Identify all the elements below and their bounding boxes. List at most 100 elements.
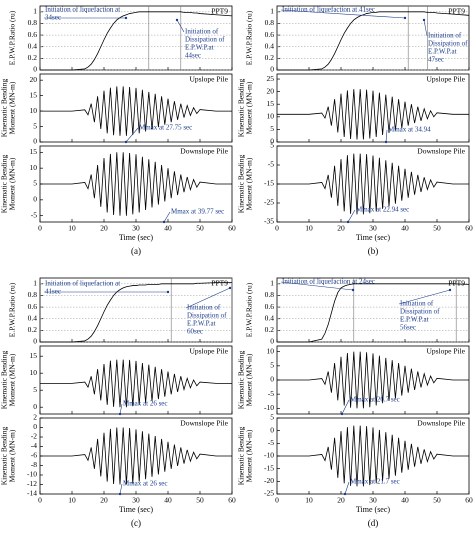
annotation-text: Dissipation of [187, 312, 227, 320]
y-tick-label: 2 [33, 413, 37, 422]
panel-caption: (d) [368, 518, 379, 528]
y-tick-label: 0.4 [265, 313, 275, 322]
data-line [40, 282, 232, 343]
series-name: Upslope Pile [189, 75, 228, 84]
y-tick-label: 15 [267, 99, 275, 108]
y-tick-label: 0.2 [265, 53, 275, 62]
x-tick-label: 30 [132, 496, 140, 505]
annotation-arrow [385, 129, 388, 143]
y-tick-label: 15 [30, 90, 38, 99]
x-tick-label: 30 [369, 496, 377, 505]
data-line [40, 11, 233, 71]
x-tick-label: 20 [100, 224, 108, 233]
x-tick-label: 40 [164, 496, 172, 505]
annotation-arrow [125, 127, 139, 143]
y-tick-label: 10 [267, 112, 275, 121]
y-tick-label: -6 [31, 451, 37, 460]
y-tick-label: 0.8 [28, 290, 38, 299]
data-line [277, 153, 469, 215]
y-tick-label: 5 [270, 124, 274, 133]
annotation-text: Initiation of liquefaction at [45, 6, 120, 14]
annotation-arrowhead [175, 18, 179, 22]
plot-frame [39, 73, 233, 143]
annotation-arrowhead [346, 220, 350, 224]
x-axis-label: Time (sec) [356, 233, 390, 242]
series-name: Downslope Pile [417, 419, 465, 428]
annotation-arrow [280, 281, 354, 291]
series-name: Downslope Pile [180, 419, 228, 428]
y-tick-label: 10 [30, 368, 38, 377]
annotation-text: 60sec [187, 328, 203, 336]
x-tick-label: 10 [305, 496, 313, 505]
y-tick-label: 0 [33, 402, 37, 411]
data-line [277, 11, 470, 71]
y-axis-label: Kinematic Bending [0, 350, 9, 409]
y-tick-label: 10 [30, 106, 38, 115]
x-tick-label: 0 [38, 496, 42, 505]
y-tick-label: 0.4 [265, 41, 275, 50]
x-axis-label: Time (sec) [119, 505, 153, 514]
annotation-arrow [344, 481, 350, 495]
annotation-text: Dissipation of [185, 36, 225, 44]
y-tick-label: 20 [30, 75, 38, 84]
x-axis-label: Time (sec) [119, 233, 153, 242]
annotation-arrow [423, 19, 428, 37]
x-tick-label: 40 [401, 496, 409, 505]
annotation-arrow [398, 289, 451, 305]
annotation-arrow [163, 211, 171, 223]
y-tick-label: 10 [30, 163, 38, 172]
y-tick-label: 0.8 [265, 290, 275, 299]
y-tick-label: 0 [33, 137, 37, 146]
series-name: Downslope Pile [417, 147, 465, 156]
annotation-text: Mmax at 21.7 sec [350, 478, 400, 486]
annotation-text: Mmax at 20.7 sec [350, 396, 400, 404]
y-axis-label: Kinematic Bending [237, 154, 246, 213]
y-tick-label: 0.8 [265, 18, 275, 27]
y-tick-label: 0.2 [28, 325, 38, 334]
y-tick-label: 5 [270, 361, 274, 370]
x-tick-label: 10 [68, 496, 76, 505]
y-tick-label: 5 [33, 121, 37, 130]
y-tick-label: -5 [268, 389, 274, 398]
annotation-arrowhead [118, 412, 122, 416]
panel-caption: (c) [131, 518, 141, 528]
x-tick-label: 30 [369, 224, 377, 233]
y-tick-label: 1 [270, 279, 274, 288]
data-line [40, 359, 232, 408]
x-tick-label: 20 [100, 496, 108, 505]
annotation-arrowhead [124, 140, 128, 144]
y-tick-label: -15 [264, 179, 274, 188]
y-tick-label: 0.4 [28, 313, 38, 322]
annotation-text: Mmax at 22.94 sec [356, 206, 409, 214]
y-axis-label: Moment (MN-m) [8, 157, 17, 210]
panel-caption: (a) [131, 246, 141, 256]
series-name: PPT9 [211, 279, 228, 288]
y-axis-label: Moment (MN-m) [8, 81, 17, 134]
x-tick-label: 0 [38, 224, 42, 233]
y-tick-label: 1 [33, 7, 37, 16]
y-tick-label: 0.4 [28, 41, 38, 50]
y-tick-label: 25 [267, 74, 275, 83]
annotation-arrowhead [124, 16, 128, 20]
y-tick-label: 0 [33, 337, 37, 346]
x-tick-label: 10 [68, 224, 76, 233]
annotation-arrow [119, 483, 123, 495]
x-tick-label: 40 [401, 224, 409, 233]
x-tick-label: 50 [196, 224, 204, 233]
annotation-arrowhead [166, 290, 170, 294]
series-name: Downslope Pile [180, 147, 228, 156]
y-tick-label: -2 [31, 432, 37, 441]
y-tick-label: -20 [264, 476, 274, 485]
series-name: PPT9 [211, 7, 228, 16]
series-name: PPT9 [448, 7, 465, 16]
y-tick-label: -5 [268, 438, 274, 447]
y-tick-label: 5 [270, 413, 274, 422]
annotation-arrowhead [448, 288, 452, 292]
y-tick-label: 0.6 [28, 30, 38, 39]
y-axis-label: Moment (MN-m) [245, 429, 254, 482]
annotation-text: Initiation of liquefaction at 24sec [282, 278, 375, 286]
annotation-arrowhead [351, 288, 355, 292]
y-axis-label: Kinematic Bending [0, 154, 9, 213]
annotation-arrowhead [343, 492, 347, 496]
